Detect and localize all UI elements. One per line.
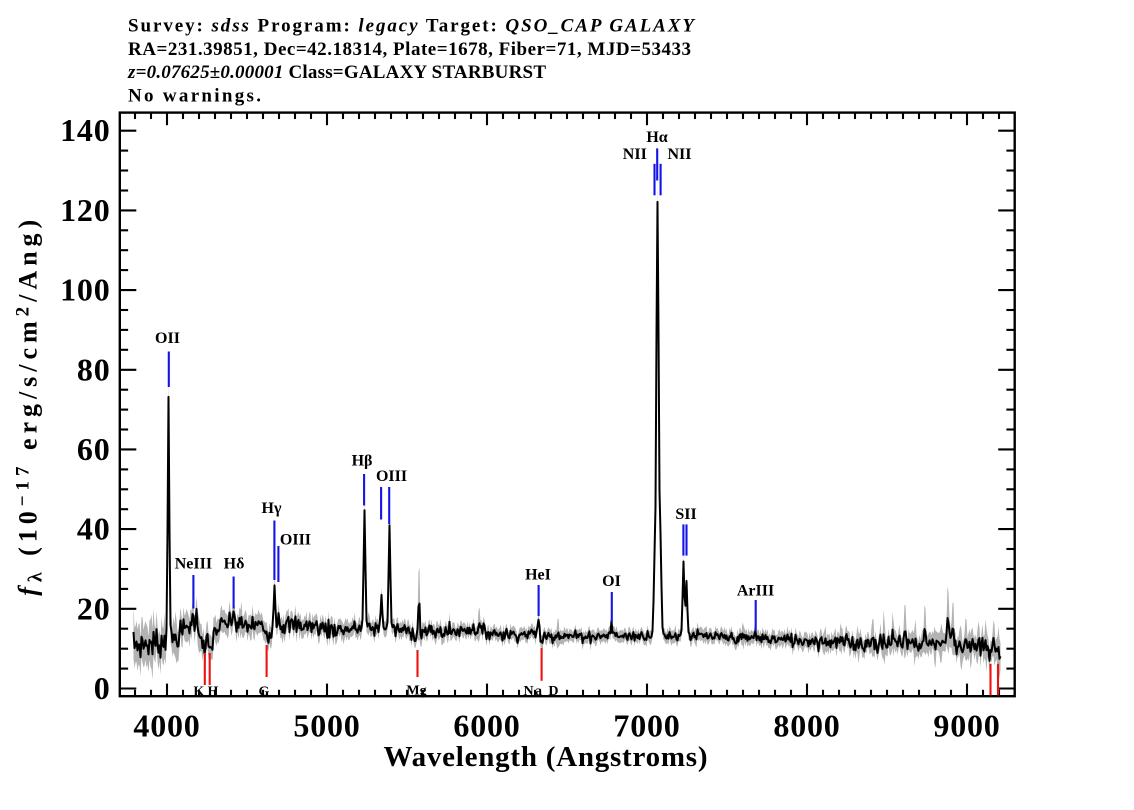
svg-text:Hγ: Hγ xyxy=(262,500,282,517)
svg-text:Hδ: Hδ xyxy=(224,555,245,572)
svg-text:SII: SII xyxy=(675,506,696,523)
svg-text:0: 0 xyxy=(94,670,111,706)
svg-text:120: 120 xyxy=(60,192,110,228)
svg-text:OIII: OIII xyxy=(376,468,407,485)
svg-text:OI: OI xyxy=(602,573,621,590)
svg-text:HeI: HeI xyxy=(525,567,551,584)
svg-text:Survey: sdss Program: legacy T: Survey: sdss Program: legacy Target: QSO… xyxy=(128,16,696,37)
svg-text:60: 60 xyxy=(77,431,111,467)
svg-text:Na D: Na D xyxy=(524,684,560,699)
svg-text:40: 40 xyxy=(77,511,111,547)
svg-text:140: 140 xyxy=(60,112,110,148)
svg-text:Wavelength (Angstroms): Wavelength (Angstroms) xyxy=(384,741,708,773)
svg-text:Mg: Mg xyxy=(406,684,426,699)
svg-text:OII: OII xyxy=(155,330,180,347)
svg-text:NII: NII xyxy=(623,146,647,163)
svg-text:5000: 5000 xyxy=(293,708,360,744)
svg-text:80: 80 xyxy=(77,351,111,387)
svg-text:9000: 9000 xyxy=(933,708,1000,744)
svg-text:100: 100 xyxy=(60,272,110,308)
svg-text:Hα: Hα xyxy=(646,129,667,146)
svg-text:20: 20 xyxy=(77,590,111,626)
svg-text:8000: 8000 xyxy=(773,708,840,744)
svg-text:fλ (10−17 erg/s/cm2/Ang): fλ (10−17 erg/s/cm2/Ang) xyxy=(13,220,47,596)
svg-text:OIII: OIII xyxy=(280,531,311,548)
svg-text:z=0.07625±0.00001 Class=GALAXY: z=0.07625±0.00001 Class=GALAXY STARBURST xyxy=(127,62,546,83)
svg-text:No warnings.: No warnings. xyxy=(128,85,261,106)
svg-text:NeIII: NeIII xyxy=(175,555,212,572)
svg-text:ArIII: ArIII xyxy=(737,583,774,600)
svg-text:G: G xyxy=(258,684,269,699)
svg-text:NII: NII xyxy=(667,146,691,163)
svg-text:H: H xyxy=(208,685,219,700)
svg-text:K: K xyxy=(193,685,204,700)
svg-text:7000: 7000 xyxy=(613,708,680,744)
svg-text:RA=231.39851, Dec=42.18314, Pl: RA=231.39851, Dec=42.18314, Plate=1678, … xyxy=(128,39,691,60)
svg-text:4000: 4000 xyxy=(133,708,200,744)
svg-text:Hβ: Hβ xyxy=(352,453,373,470)
svg-text:6000: 6000 xyxy=(453,708,520,744)
